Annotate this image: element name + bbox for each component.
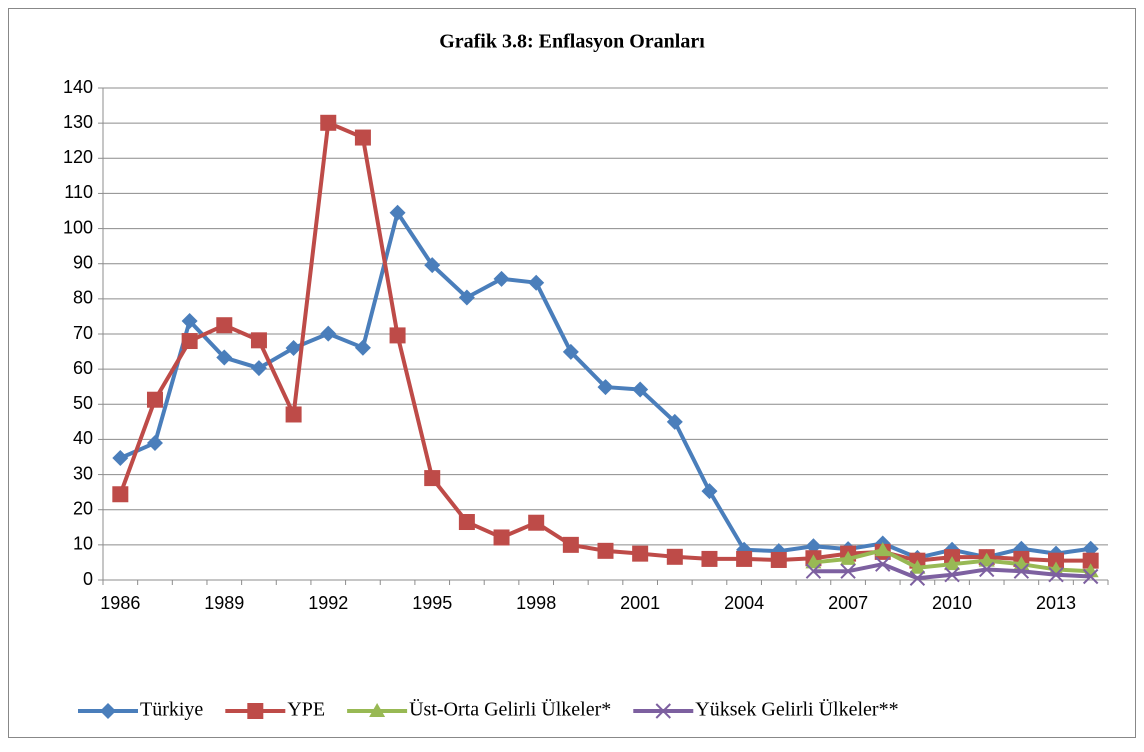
marker	[666, 413, 683, 430]
marker	[181, 312, 198, 329]
legend-label: Üst-Orta Gelirli Ülkeler*	[409, 698, 611, 721]
marker	[655, 703, 671, 719]
marker	[528, 274, 545, 291]
y-tick-label: 90	[73, 252, 93, 272]
marker	[840, 563, 856, 579]
marker	[493, 270, 510, 287]
marker	[562, 536, 579, 553]
marker	[250, 360, 267, 377]
marker	[944, 556, 961, 571]
marker	[770, 551, 787, 568]
marker	[978, 552, 995, 567]
marker	[909, 570, 926, 586]
marker	[369, 703, 386, 717]
marker	[562, 343, 579, 360]
marker	[320, 325, 337, 342]
marker	[978, 561, 995, 578]
marker	[216, 349, 233, 366]
marker	[528, 514, 545, 531]
marker	[701, 550, 718, 567]
y-tick-label: 40	[73, 428, 93, 448]
marker	[805, 563, 822, 579]
marker	[632, 381, 649, 398]
marker	[250, 332, 267, 349]
marker	[840, 550, 857, 565]
marker	[458, 289, 475, 306]
marker	[666, 548, 683, 565]
marker	[909, 559, 926, 574]
y-tick-label: 100	[63, 217, 93, 237]
marker	[1082, 552, 1099, 569]
y-tick-label: 50	[73, 393, 93, 413]
y-tick-label: 10	[73, 534, 93, 554]
y-tick-label: 60	[73, 358, 93, 378]
marker	[389, 204, 406, 221]
marker	[354, 339, 371, 356]
marker	[216, 317, 233, 334]
marker	[285, 406, 302, 423]
x-tick-label: 2001	[620, 593, 660, 613]
x-tick-label: 1989	[204, 593, 244, 613]
y-tick-label: 80	[73, 288, 93, 308]
marker	[424, 257, 441, 274]
marker	[632, 545, 649, 562]
marker	[1048, 567, 1064, 583]
x-tick-label: 1992	[308, 593, 348, 613]
chart-title: Grafik 3.8: Enflasyon Oranları	[439, 31, 705, 53]
marker	[736, 550, 753, 567]
x-tick-label: 2004	[724, 593, 764, 613]
y-tick-label: 0	[83, 569, 93, 589]
marker	[146, 391, 163, 408]
marker	[597, 379, 614, 396]
marker	[944, 567, 960, 583]
marker	[181, 333, 198, 350]
marker	[146, 434, 163, 451]
y-tick-label: 140	[63, 77, 93, 97]
marker	[701, 483, 718, 500]
marker	[320, 114, 337, 131]
y-tick-label: 130	[63, 112, 93, 132]
marker	[424, 470, 441, 487]
marker	[285, 340, 302, 357]
y-tick-label: 110	[64, 182, 93, 202]
y-tick-label: 70	[73, 323, 93, 343]
y-tick-label: 20	[73, 498, 93, 518]
legend-label: Yüksek Gelirli Ülkeler**	[695, 698, 898, 721]
x-tick-label: 2013	[1036, 593, 1076, 613]
marker	[458, 514, 475, 531]
x-tick-label: 1986	[100, 593, 140, 613]
y-tick-label: 30	[73, 463, 93, 483]
marker	[493, 529, 510, 546]
marker	[1048, 552, 1065, 569]
legend-label: YPE	[287, 699, 325, 721]
marker	[112, 486, 129, 503]
marker	[1082, 568, 1099, 585]
marker	[874, 542, 891, 557]
marker	[875, 556, 891, 572]
legend-label: Türkiye	[140, 699, 203, 721]
chart-border	[8, 8, 1136, 738]
marker	[100, 703, 116, 719]
marker	[389, 327, 406, 344]
x-tick-label: 1995	[412, 593, 452, 613]
x-tick-label: 2010	[932, 593, 972, 613]
x-tick-label: 2007	[828, 593, 868, 613]
y-tick-label: 120	[63, 147, 93, 167]
marker	[112, 450, 129, 467]
marker	[354, 129, 371, 146]
marker	[805, 554, 822, 569]
x-tick-label: 1998	[516, 593, 556, 613]
marker	[1013, 563, 1030, 579]
marker	[247, 703, 264, 719]
marker	[597, 542, 614, 559]
